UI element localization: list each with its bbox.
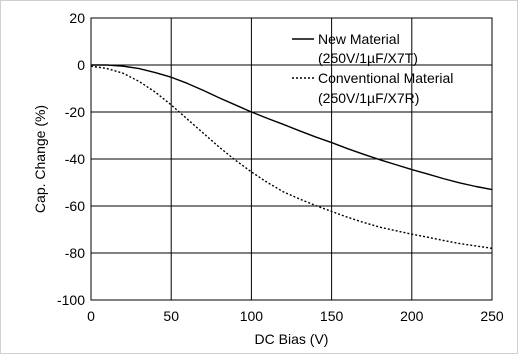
legend-label-new-material: New Material [318, 31, 400, 47]
legend-label-conventional-material-spec: (250V/1µF/X7R) [318, 90, 419, 106]
grid-lines [91, 18, 492, 300]
x-tick-label: 150 [320, 308, 344, 324]
x-tick-label: 0 [87, 308, 95, 324]
legend: New Material (250V/1µF/X7T) Conventional… [292, 31, 453, 106]
x-tick-label: 200 [400, 308, 424, 324]
legend-label-new-material-spec: (250V/1µF/X7T) [318, 50, 418, 66]
y-tick-labels: 20 0 -20 -40 -60 -80 -100 [57, 10, 85, 308]
y-tick-label: -20 [65, 104, 85, 120]
x-tick-label: 50 [163, 308, 179, 324]
x-tick-label: 100 [240, 308, 264, 324]
y-tick-label: -80 [65, 245, 85, 261]
plot-area-border [90, 17, 493, 301]
y-tick-label: 20 [69, 10, 85, 26]
y-tick-label: 0 [77, 57, 85, 73]
x-axis-title: DC Bias (V) [255, 331, 329, 347]
series-line-conventional-material [90, 65, 493, 249]
legend-label-conventional-material: Conventional Material [318, 70, 453, 86]
x-tick-label: 250 [480, 308, 504, 324]
y-tick-label: -60 [65, 198, 85, 214]
plot-border [90, 17, 493, 301]
series-lines [90, 64, 493, 249]
series-line-new-material [91, 64, 493, 191]
x-tick-labels: 0 50 100 150 200 250 [87, 308, 504, 324]
y-tick-label: -40 [65, 151, 85, 167]
y-axis-title: Cap. Change (%) [32, 105, 48, 213]
y-tick-label: -100 [57, 292, 85, 308]
